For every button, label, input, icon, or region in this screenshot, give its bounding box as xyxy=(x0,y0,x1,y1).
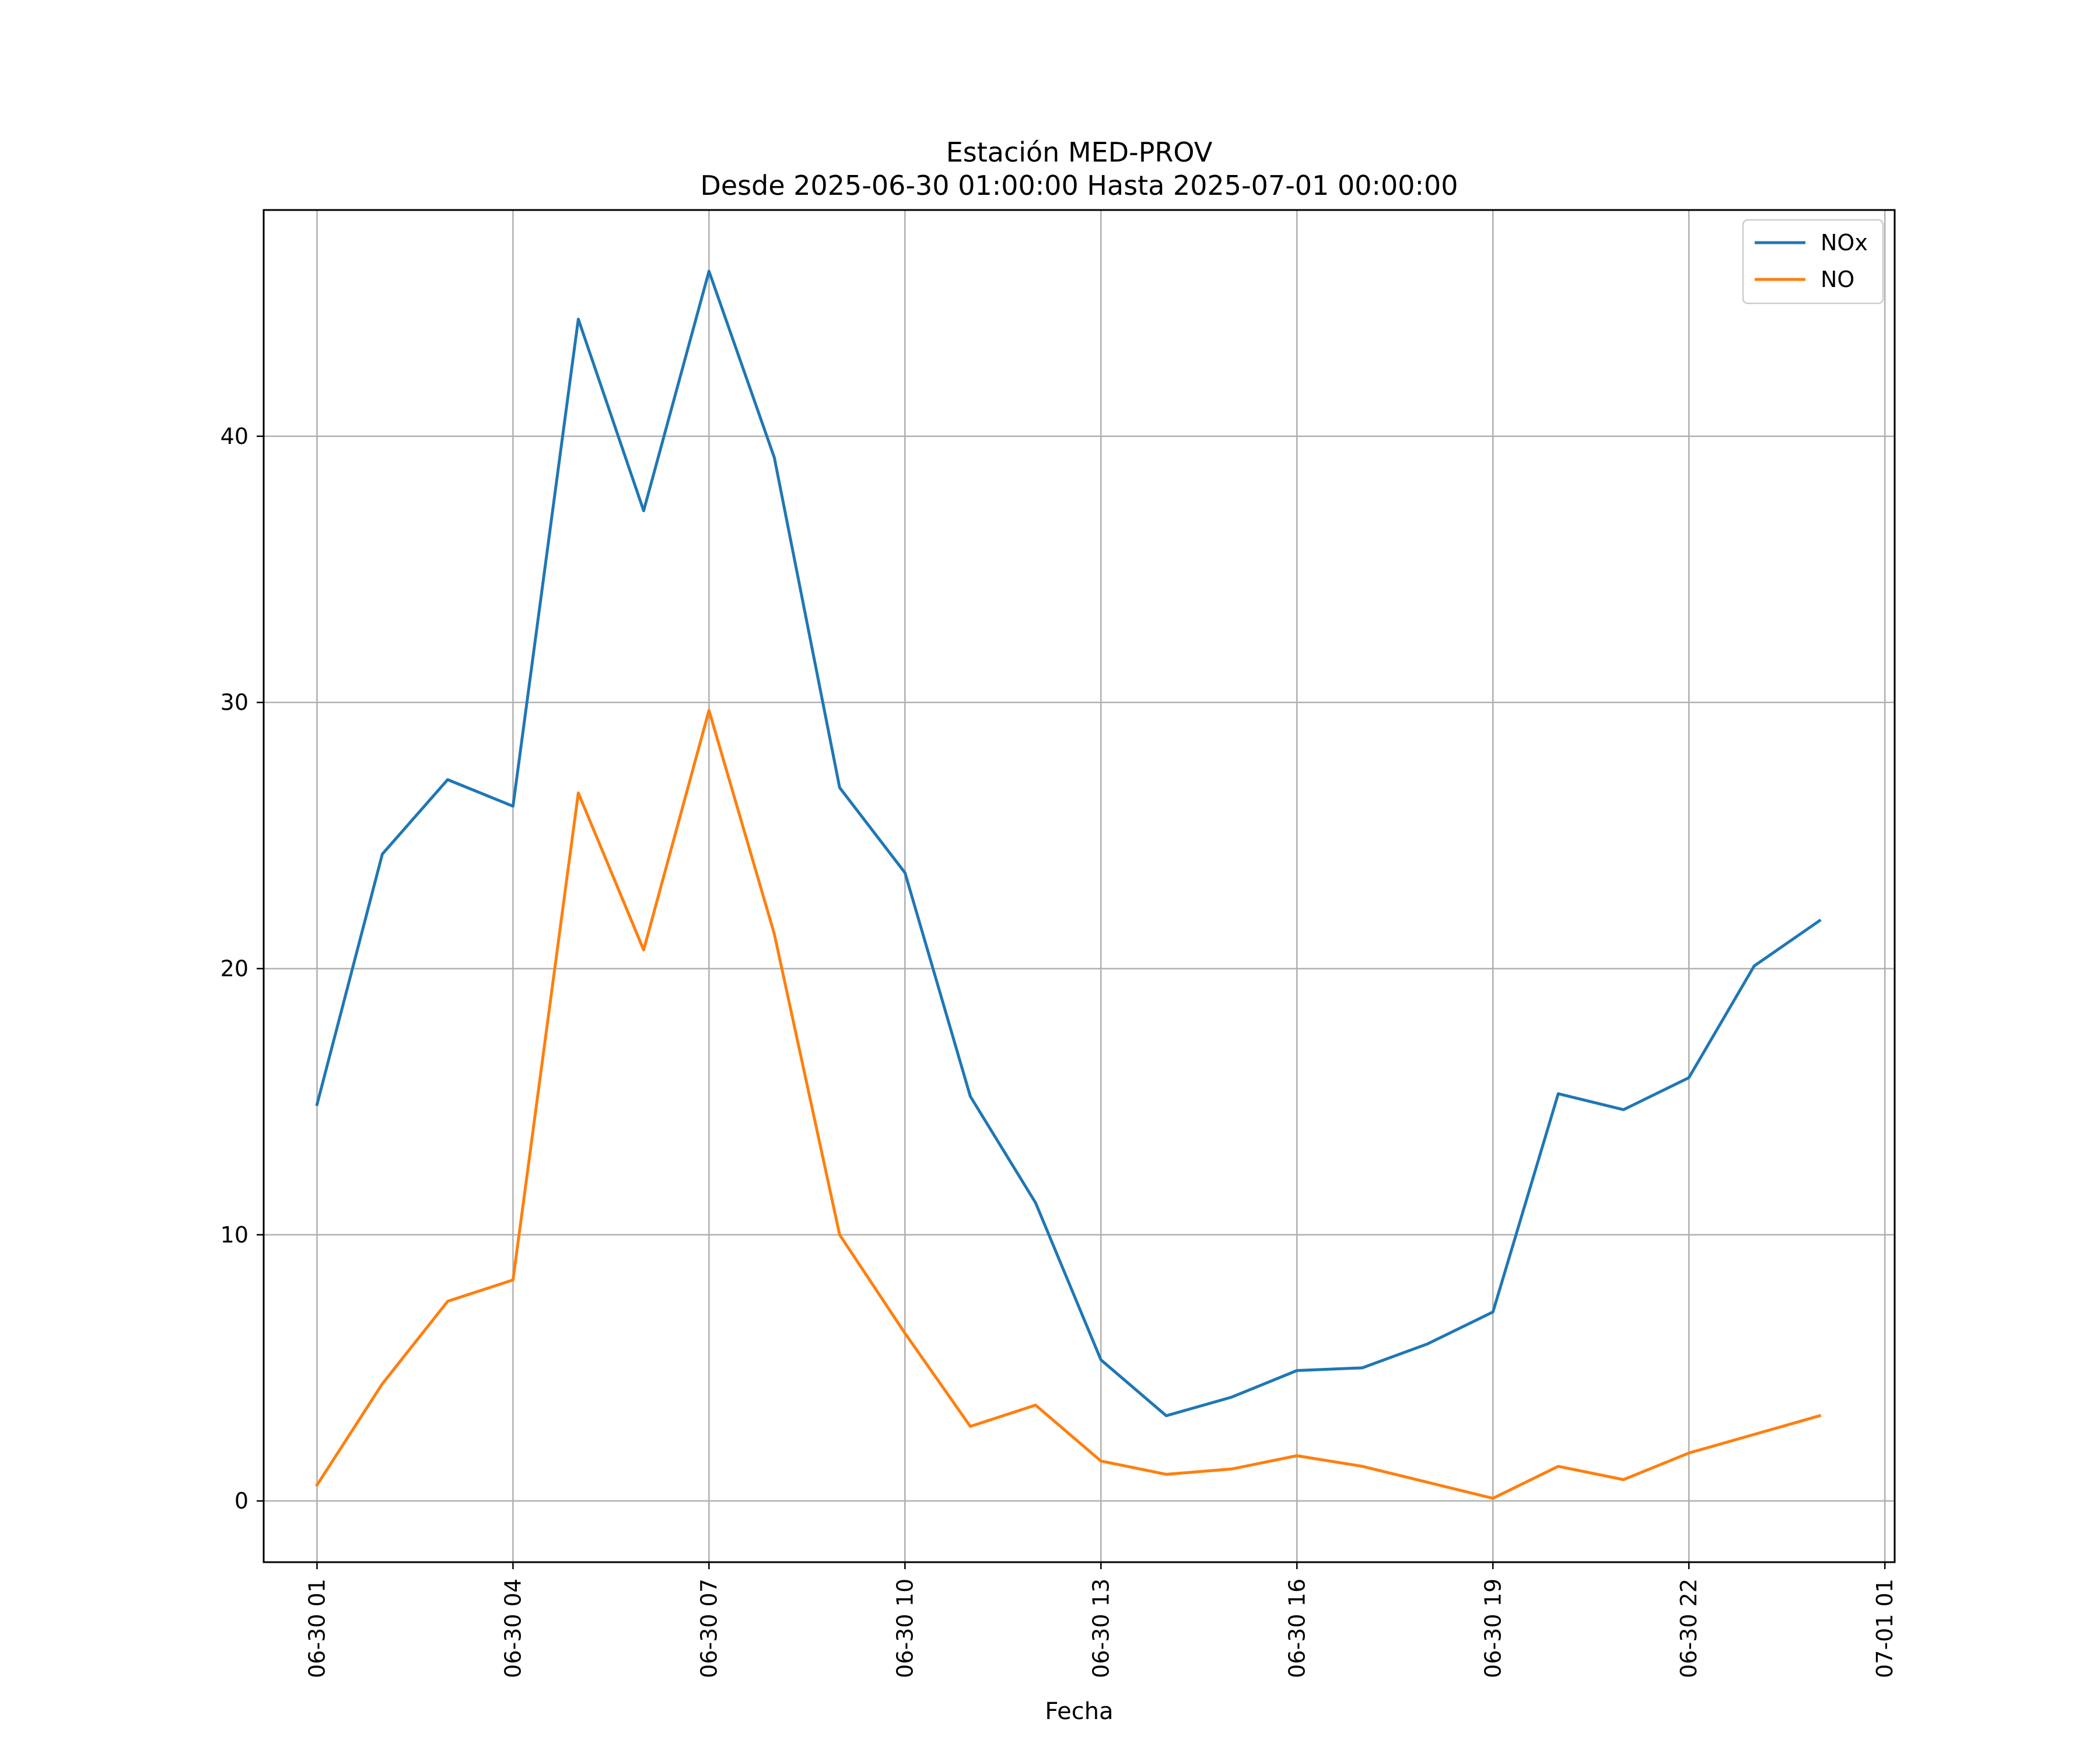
plot-frame xyxy=(262,209,1896,1563)
x-axis: 06-30 01 06-30 04 06-30 07 06-30 10 06-30 13… xyxy=(304,1562,1898,1678)
x-axis-label: Fecha xyxy=(1045,1698,1113,1725)
x-tick-label: 06-30 01 xyxy=(304,1578,330,1678)
x-tick-label: 06-30 10 xyxy=(892,1578,918,1678)
x-tick-label: 06-30 22 xyxy=(1676,1578,1702,1678)
series-lines xyxy=(315,270,1822,1500)
legend-box xyxy=(1742,219,1884,304)
chart-subtitle: Desde 2025-06-30 01:00:00 Hasta 2025-07-… xyxy=(700,170,1458,201)
y-tick-label: 10 xyxy=(220,1222,249,1248)
legend: NOx NO xyxy=(1742,219,1884,304)
legend-label-nox: NOx xyxy=(1821,230,1868,256)
x-tick-label: 06-30 13 xyxy=(1088,1578,1114,1678)
legend-label-no: NO xyxy=(1821,267,1854,292)
y-axis: 0 10 20 30 40 xyxy=(220,424,264,1514)
x-tick-label: 06-30 19 xyxy=(1480,1578,1506,1678)
x-tick-label: 06-30 16 xyxy=(1284,1578,1310,1678)
x-tick-label: 07-01 01 xyxy=(1872,1578,1898,1678)
y-tick-label: 0 xyxy=(235,1488,249,1514)
x-tick-label: 06-30 04 xyxy=(500,1578,526,1678)
series-line-nox xyxy=(315,270,1822,1418)
chart-title: Estación MED-PROV xyxy=(946,136,1213,168)
y-tick-label: 40 xyxy=(220,424,249,449)
series-line-no xyxy=(315,709,1822,1500)
grid-lines xyxy=(264,210,1895,1562)
y-tick-label: 20 xyxy=(220,956,249,981)
y-tick-label: 30 xyxy=(220,690,249,715)
x-tick-label: 06-30 07 xyxy=(696,1578,722,1678)
